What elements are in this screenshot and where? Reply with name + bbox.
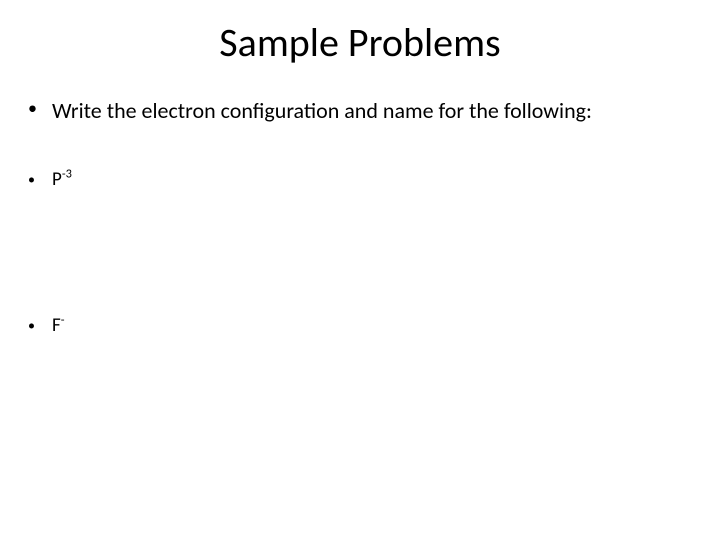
bullet-item-ion-1: P-3 (28, 168, 720, 193)
bullet-list: Write the electron configuration and nam… (0, 97, 720, 339)
ion-base: F (52, 314, 61, 337)
bullet-item-instruction: Write the electron configuration and nam… (28, 97, 720, 126)
slide-title: Sample Problems (0, 18, 720, 67)
ion-base: P (52, 168, 62, 191)
bullet-text: Write the electron configuration and nam… (52, 97, 592, 124)
ion-superscript: -3 (62, 166, 72, 181)
slide-container: Sample Problems Write the electron confi… (0, 18, 720, 558)
ion-label: P-3 (52, 168, 72, 191)
bullet-item-ion-2: F- (28, 314, 720, 339)
ion-label: F- (52, 314, 65, 337)
ion-superscript: - (61, 313, 65, 328)
